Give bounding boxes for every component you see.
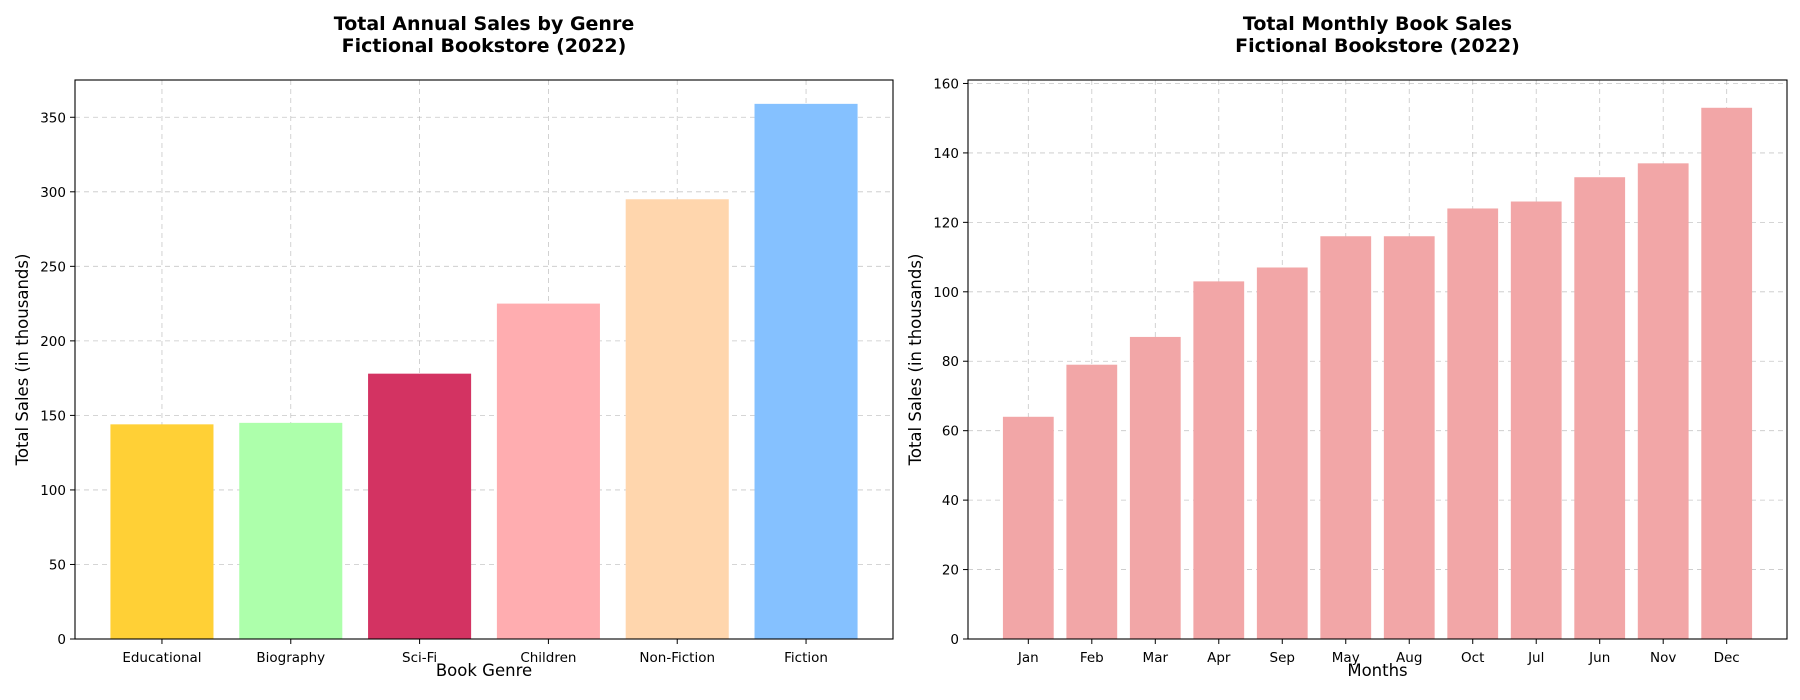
x-tick-label: Dec bbox=[1714, 650, 1740, 666]
bar-aug bbox=[1383, 236, 1435, 639]
chart-2: 0 20 40 60 80 100 120 140 160 Jan Feb Mar Apr Sep May A… bbox=[906, 13, 1788, 680]
y-tick-label: 60 bbox=[942, 424, 959, 440]
x-tick-label: Jun bbox=[1588, 650, 1610, 666]
bar-dec bbox=[1701, 107, 1753, 640]
bar-children bbox=[496, 303, 600, 639]
x-axis-label: Months bbox=[1347, 661, 1407, 680]
x-tick-label: Feb bbox=[1080, 650, 1104, 666]
x-tick-label: Biography bbox=[256, 650, 325, 666]
x-tick-label: Fiction bbox=[784, 650, 828, 666]
y-tick-label: 100 bbox=[40, 483, 66, 499]
y-tick-label: 200 bbox=[40, 334, 66, 350]
bar-mar bbox=[1129, 336, 1181, 639]
y-tick-label: 140 bbox=[933, 146, 959, 162]
chart-title: Fictional Bookstore (2022) bbox=[1235, 35, 1520, 57]
bar-educational bbox=[110, 424, 214, 639]
x-tick-label: Oct bbox=[1461, 650, 1484, 666]
bar-may bbox=[1320, 236, 1372, 639]
chart-1: 0 50 100 150 200 250 300 350 Educational Biograph… bbox=[13, 13, 894, 680]
x-tick-label: Sep bbox=[1270, 650, 1295, 666]
x-tick-label: Nov bbox=[1650, 650, 1676, 666]
x-tick-label: Educational bbox=[122, 650, 201, 666]
chart-title: Fictional Bookstore (2022) bbox=[342, 35, 627, 57]
y-tick-label: 80 bbox=[942, 354, 959, 370]
y-tick-label: 120 bbox=[933, 215, 959, 231]
y-tick-label: 50 bbox=[49, 557, 66, 573]
bar-biography bbox=[239, 422, 343, 639]
bar-feb bbox=[1066, 364, 1118, 639]
bar-non-fiction bbox=[625, 199, 729, 639]
bar-fiction bbox=[754, 103, 858, 640]
bar-sci-fi bbox=[368, 373, 472, 639]
plot-frame bbox=[967, 79, 1788, 640]
plot-frame bbox=[74, 79, 894, 640]
y-tick-label: 0 bbox=[57, 632, 66, 648]
y-tick-label: 350 bbox=[40, 110, 66, 126]
y-tick-label: 250 bbox=[40, 259, 66, 275]
x-tick-label: Mar bbox=[1143, 650, 1169, 666]
x-tick-label: Jan bbox=[1017, 650, 1039, 666]
y-tick-label: 0 bbox=[950, 632, 959, 648]
y-tick-label: 160 bbox=[933, 76, 959, 92]
y-tick-label: 150 bbox=[40, 408, 66, 424]
chart-title: Total Monthly Book Sales bbox=[1243, 13, 1512, 35]
y-axis-label: Total Sales (in thousands) bbox=[906, 254, 925, 467]
bar-apr bbox=[1193, 281, 1245, 639]
x-axis-label: Book Genre bbox=[436, 661, 532, 680]
y-tick-label: 20 bbox=[942, 563, 959, 579]
bar-jul bbox=[1510, 201, 1562, 640]
chart-title: Total Annual Sales by Genre bbox=[334, 13, 634, 35]
bar-nov bbox=[1637, 163, 1689, 639]
bar-sep bbox=[1256, 267, 1308, 639]
y-tick-label: 40 bbox=[942, 493, 959, 509]
x-tick-label: Sci-Fi bbox=[402, 650, 437, 666]
bar-oct bbox=[1447, 208, 1499, 640]
x-tick-label: Apr bbox=[1207, 650, 1231, 666]
bar-jun bbox=[1574, 177, 1626, 639]
x-tick-label: May bbox=[1332, 650, 1360, 666]
x-tick-label: Children bbox=[520, 650, 576, 666]
bar-jan bbox=[1002, 416, 1054, 639]
x-tick-label: Non-Fiction bbox=[639, 650, 715, 666]
x-tick-label: Jul bbox=[1527, 650, 1544, 666]
y-tick-label: 300 bbox=[40, 185, 66, 201]
y-axis-label: Total Sales (in thousands) bbox=[13, 254, 32, 467]
y-tick-label: 100 bbox=[933, 285, 959, 301]
x-tick-label: Aug bbox=[1396, 650, 1422, 666]
